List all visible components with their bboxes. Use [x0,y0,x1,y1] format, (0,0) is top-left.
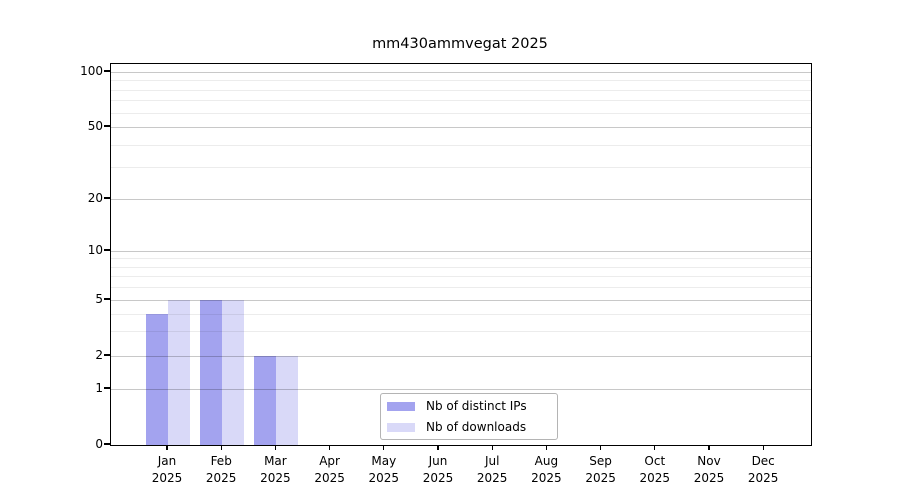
y-tick-mark-1 [104,387,110,389]
major-gridline-20 [111,198,811,200]
x-tick-mark-apr [328,445,331,450]
x-tick-label-jul: Jul 2025 [476,454,508,485]
y-tick-mark-50 [104,125,110,127]
plot-area: Nb of distinct IPs Nb of downloads [110,63,812,446]
y-tick-mark-100 [104,70,110,72]
x-tick-label-mar: Mar 2025 [260,454,291,485]
y-tick-mark-0 [104,443,110,445]
x-tick-label-jun: Jun 2025 [422,454,454,485]
bar-mar-downloads [276,355,299,445]
legend-row-distinct-ips: Nb of distinct IPs [381,396,557,417]
minor-gridline-70 [111,100,811,102]
y-tick-mark-20 [104,197,110,199]
x-tick-label-oct: Oct 2025 [639,454,671,485]
minor-gridline-8 [111,266,811,268]
y-tick-mark-2 [104,354,110,356]
x-tick-mark-jul [491,445,493,450]
x-tick-label-sep: Sep 2025 [585,454,616,485]
x-tick-mark-dec [762,445,764,450]
minor-gridline-7 [111,276,811,278]
minor-gridline-6 [111,287,811,289]
y-tick-label-0: 0 [95,437,103,451]
bar-feb-distinct-ips [200,299,223,445]
x-tick-mark-oct [654,445,656,450]
legend-label-distinct-ips: Nb of distinct IPs [426,399,527,413]
x-tick-mark-may [383,445,385,450]
x-tick-label-nov: Nov 2025 [693,454,725,485]
x-tick-label-may: May 2025 [368,454,400,485]
major-gridline-100 [111,72,811,73]
minor-gridline-90 [111,80,811,82]
x-tick-label-feb: Feb 2025 [205,454,237,485]
x-tick-mark-nov [708,445,710,450]
bar-jan-downloads [168,299,190,445]
legend-label-downloads: Nb of downloads [426,420,527,434]
bar-feb-downloads [222,299,245,445]
x-tick-mark-feb [220,445,222,450]
legend-swatch-downloads [387,423,415,432]
bar-mar-distinct-ips [254,355,277,445]
x-tick-mark-sep [599,445,602,450]
legend: Nb of distinct IPs Nb of downloads [380,393,558,440]
major-gridline-10 [111,250,811,252]
legend-row-downloads: Nb of downloads [381,417,557,438]
bar-jan-distinct-ips [146,313,168,445]
y-tick-label-5: 5 [95,291,103,306]
x-tick-label-dec: Dec 2025 [747,454,779,485]
major-gridline-50 [111,127,811,129]
y-tick-label-50: 50 [87,119,103,134]
minor-gridline-80 [111,89,811,91]
x-tick-mark-jan [166,445,168,450]
y-tick-label-10: 10 [87,242,103,257]
minor-gridline-40 [111,144,811,146]
minor-gridline-9 [111,258,811,260]
y-tick-mark-5 [104,298,110,300]
y-tick-label-2: 2 [95,347,103,362]
legend-swatch-distinct-ips [387,402,415,411]
x-tick-mark-jun [437,445,439,450]
minor-gridline-30 [111,167,811,169]
x-tick-label-apr: Apr 2025 [314,454,345,485]
chart-title: mm430ammvegat 2025 [372,36,548,52]
y-tick-label-1: 1 [95,380,103,395]
x-tick-label-jan: Jan 2025 [151,454,183,485]
x-tick-label-aug: Aug 2025 [531,454,562,485]
y-tick-mark-10 [104,249,110,251]
x-tick-mark-aug [545,445,548,450]
y-tick-label-100: 100 [80,64,103,78]
minor-gridline-60 [111,112,811,114]
y-tick-label-20: 20 [87,190,103,205]
x-tick-mark-mar [274,445,277,450]
